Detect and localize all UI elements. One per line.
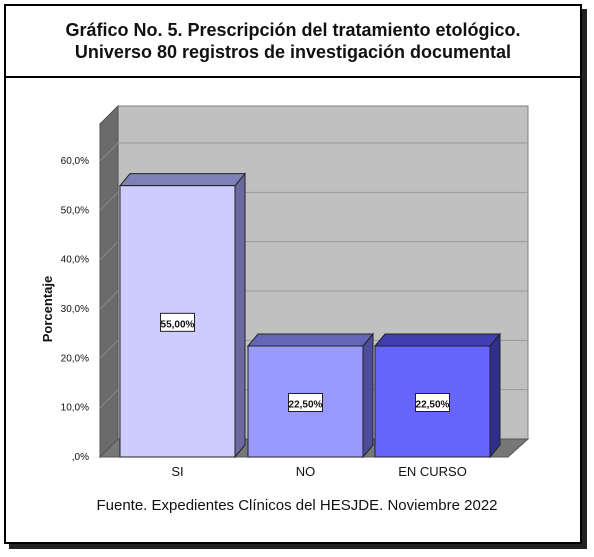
- y-tick-label: 30,0%: [61, 304, 89, 315]
- chart-source-note: Fuente. Expedientes Clínicos del HESJDE.…: [96, 497, 498, 514]
- bar-top: [373, 333, 502, 347]
- chart-title-line-1: Gráfico No. 5. Prescripción del tratamie…: [65, 20, 521, 40]
- y-tick-label: 10,0%: [61, 403, 89, 414]
- x-tick-label: SI: [171, 464, 183, 479]
- bar-top: [246, 333, 375, 347]
- y-tick-label: 20,0%: [61, 353, 89, 364]
- data-label-box: [288, 393, 323, 412]
- y-tick-label: 40,0%: [61, 255, 89, 266]
- bar-top: [118, 173, 247, 187]
- chart-title-line-2: Universo 80 registros de investigación d…: [74, 42, 512, 62]
- y-tick-label: 60,0%: [61, 156, 89, 167]
- data-label-box: [415, 393, 450, 412]
- data-label: 22,50%: [289, 400, 323, 411]
- gridline-side: [99, 241, 119, 261]
- x-tick-label: EN CURSO: [398, 464, 467, 479]
- bar-side: [234, 172, 246, 459]
- data-label: 55,00%: [161, 319, 195, 330]
- x-tick-label: NO: [296, 464, 316, 479]
- bar-side: [489, 332, 501, 459]
- y-axis-label: Porcentaje: [40, 276, 55, 342]
- data-label: 22,50%: [416, 400, 450, 411]
- y-tick-label: 50,0%: [61, 205, 89, 216]
- gridline-side: [99, 339, 119, 359]
- gridline-side: [99, 142, 119, 162]
- gridline-side: [99, 389, 119, 409]
- gridline-side: [99, 290, 119, 310]
- gridline-side: [99, 191, 119, 211]
- bar-side: [362, 332, 374, 459]
- y-tick-label: ,0%: [72, 452, 89, 463]
- chart-title-box: Gráfico No. 5. Prescripción del tratamie…: [6, 6, 580, 78]
- data-label-box: [160, 312, 195, 332]
